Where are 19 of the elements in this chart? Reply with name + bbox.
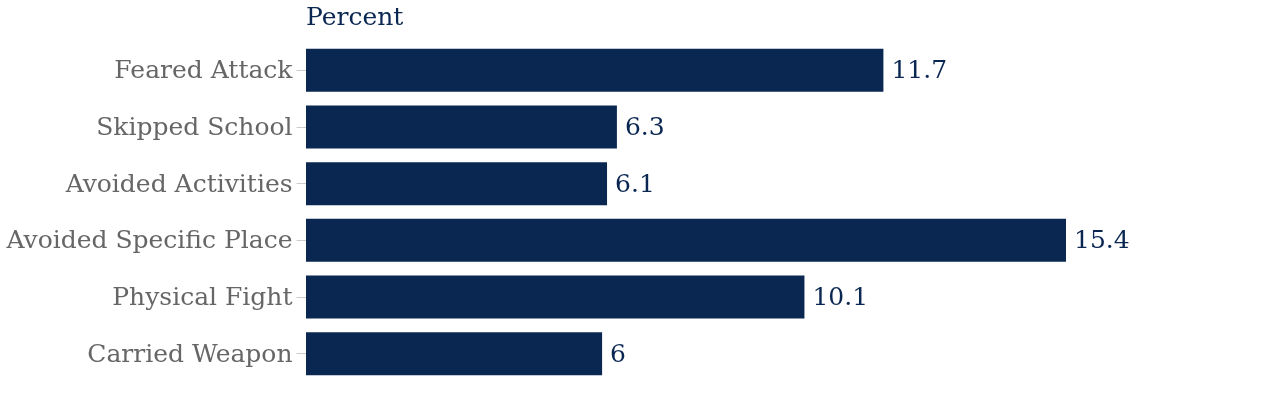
y-tick-label: Avoided Specific Place (5, 225, 293, 255)
y-tick-label: Carried Weapon (87, 338, 293, 368)
bar (306, 332, 603, 376)
data-label: 6.3 (624, 112, 665, 141)
y-tick-label: Feared Attack (114, 55, 294, 85)
data-label: 10.1 (812, 282, 869, 311)
bar (306, 48, 884, 92)
data-label: 6 (610, 338, 627, 368)
data-label: 6.1 (615, 168, 655, 198)
data-label: 15.4 (1074, 225, 1130, 255)
y-tick-label: Avoided Activities (64, 168, 293, 198)
bar (306, 275, 805, 319)
y-tick-label: Skipped School (96, 112, 293, 141)
y-tick-label: Physical Fight (112, 282, 293, 311)
chart-title: Percent (306, 2, 404, 31)
data-label: 11.7 (891, 55, 948, 85)
bar (306, 162, 608, 206)
bar (306, 105, 617, 149)
bar (306, 218, 1066, 262)
